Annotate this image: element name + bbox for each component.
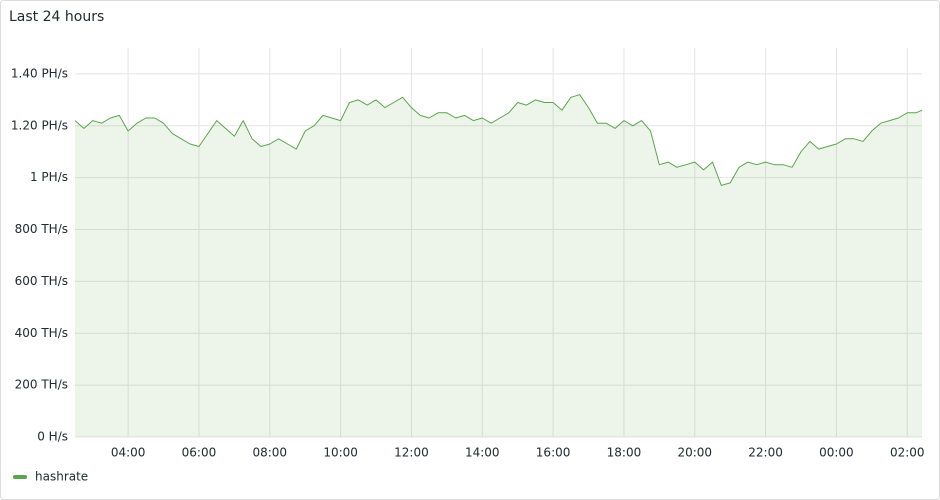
x-tick-label: 22:00 [748,446,783,460]
x-tick-label: 12:00 [394,446,429,460]
x-tick-label: 08:00 [252,446,287,460]
y-tick-label: 400 TH/s [15,326,68,340]
y-tick-label: 0 H/s [37,430,68,444]
panel-title: Last 24 hours [9,9,104,25]
x-tick-label: 10:00 [323,446,358,460]
x-tick-label: 16:00 [536,446,571,460]
x-tick-label: 04:00 [111,446,146,460]
area-fill [75,94,922,437]
x-tick-label: 14:00 [465,446,500,460]
x-tick-label: 18:00 [607,446,642,460]
legend-swatch[interactable] [13,475,27,479]
x-tick-label: 02:00 [890,446,925,460]
x-tick-label: 00:00 [819,446,854,460]
y-tick-label: 1.40 PH/s [11,66,68,80]
y-tick-label: 1.20 PH/s [11,118,68,132]
y-tick-label: 600 TH/s [15,274,68,288]
series-line [74,94,923,186]
x-tick-label: 20:00 [677,446,712,460]
y-tick-label: 800 TH/s [15,222,68,236]
legend-label[interactable]: hashrate [35,470,88,484]
x-tick-label: 06:00 [182,446,217,460]
y-tick-label: 1 PH/s [30,170,68,184]
y-tick-label: 200 TH/s [15,378,68,392]
